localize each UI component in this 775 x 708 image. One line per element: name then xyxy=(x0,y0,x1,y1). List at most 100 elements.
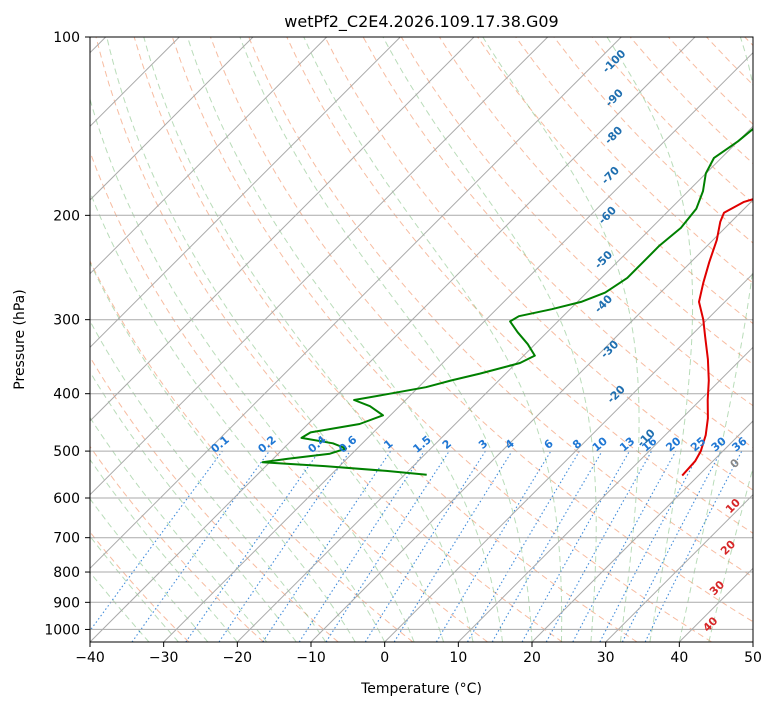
mixing-ratio-label: 0.6 xyxy=(336,433,360,456)
moist-adiabat-line xyxy=(90,261,356,642)
isotherm-line xyxy=(90,37,696,642)
moist-adiabat-line xyxy=(106,37,445,642)
y-tick-label: 700 xyxy=(53,531,80,547)
isotherm-line xyxy=(605,493,753,642)
y-tick-label: 600 xyxy=(53,491,80,507)
x-tick-label: 0 xyxy=(380,650,389,666)
mixing-ratio-label: 0.1 xyxy=(209,433,232,455)
isotherm-line xyxy=(90,37,401,349)
x-axis-ticks: −40 −30 −20 −10 0 10 20 30 40 50 xyxy=(75,642,762,666)
mixing-ratio-label: 3 xyxy=(476,437,490,452)
dry-adiabat-line xyxy=(324,37,753,491)
dry-adiabat-line xyxy=(133,37,638,642)
dry-adiabat-line xyxy=(95,37,563,642)
moist-adiabat-lines xyxy=(90,37,753,642)
temperature-line-label: 30 xyxy=(707,578,727,598)
mixing-ratio-line xyxy=(572,450,677,642)
mixing-ratio-line xyxy=(218,450,351,642)
wetbulb-label: -60 xyxy=(596,204,619,227)
plot-frame xyxy=(89,36,754,643)
moist-adiabat-line xyxy=(90,497,209,642)
wetbulb-label: -70 xyxy=(599,164,622,187)
wetbulb-label: -80 xyxy=(602,124,625,147)
mixing-ratio-lines xyxy=(90,450,743,642)
isotherm-gridlines xyxy=(90,37,753,642)
x-tick-label: 40 xyxy=(670,650,688,666)
line-labels: 0.1 0.2 0.4 0.6 1 1.5 2 3 4 6 8 10 13 16 20 25 30 36-100-… xyxy=(209,47,750,635)
dry-adiabat-line xyxy=(90,259,414,642)
mixing-ratio-line xyxy=(131,450,270,642)
mixing-ratio-line xyxy=(262,450,392,642)
dry-adiabat-line xyxy=(90,150,488,642)
moist-adiabat-line xyxy=(678,37,753,642)
moist-adiabat-line xyxy=(90,458,238,642)
y-axis-label: Pressure (hPa) xyxy=(12,289,28,389)
mixing-ratio-line xyxy=(364,450,486,642)
dry-adiabat-line xyxy=(90,356,339,642)
mixing-ratio-line xyxy=(185,450,320,642)
y-tick-label: 800 xyxy=(53,565,80,581)
dry-adiabat-lines xyxy=(90,37,753,642)
dry-adiabat-line xyxy=(90,531,190,642)
isotherm-line xyxy=(457,346,753,642)
mixing-ratio-line xyxy=(90,450,223,632)
moist-adiabat-line xyxy=(606,37,694,642)
y-tick-label: 500 xyxy=(53,444,80,460)
mixing-ratio-line xyxy=(298,450,425,642)
dry-adiabat-line xyxy=(210,37,753,623)
dry-adiabat-line xyxy=(706,37,753,86)
wetbulb-label: -30 xyxy=(598,338,621,361)
isotherm-line xyxy=(236,125,753,642)
moist-adiabat-line xyxy=(90,535,179,642)
mixing-ratio-label: 6 xyxy=(542,437,556,452)
moist-adiabat-line xyxy=(90,370,297,642)
moist-adiabat-line xyxy=(143,37,474,642)
wetbulb-label: -90 xyxy=(603,86,626,109)
chart-title: wetPf2_C2E4.2026.109.17.38.G09 xyxy=(284,12,558,32)
y-tick-label: 300 xyxy=(53,313,80,329)
x-tick-label: 30 xyxy=(597,650,615,666)
isotherm-line xyxy=(90,37,254,201)
x-tick-label: −30 xyxy=(149,650,179,666)
mixing-ratio-label: 1.5 xyxy=(411,433,434,455)
dewpoint-profile-line xyxy=(261,127,753,476)
dry-adiabat-line xyxy=(515,37,753,284)
dry-adiabat-line xyxy=(744,37,753,47)
y-tick-label: 400 xyxy=(53,387,80,403)
isotherm-line xyxy=(90,37,622,570)
moist-adiabat-line xyxy=(90,416,268,642)
y-tick-label: 100 xyxy=(53,30,80,46)
moist-adiabat-line xyxy=(187,37,503,642)
x-tick-label: 10 xyxy=(449,650,467,666)
profile-series xyxy=(261,127,753,477)
x-tick-label: −10 xyxy=(296,650,326,666)
moist-adiabat-line xyxy=(303,37,563,642)
y-axis-ticks: 100 200 300 400 500 600 700 800 900 1000 xyxy=(44,30,90,638)
moist-adiabat-line xyxy=(239,37,533,642)
dry-adiabat-line xyxy=(171,37,712,642)
moist-adiabat-line xyxy=(708,465,753,642)
mixing-ratio-label: 0.4 xyxy=(305,433,329,456)
isobar-gridlines xyxy=(90,37,753,630)
dry-adiabat-line xyxy=(553,37,753,244)
temperature-line-label: 20 xyxy=(718,537,738,557)
x-axis-label: Temperature (°C) xyxy=(360,681,482,697)
isotherm-line xyxy=(90,37,549,496)
x-tick-label: −20 xyxy=(223,650,253,666)
isotherm-line xyxy=(531,420,753,642)
temperature-line-label: 0 xyxy=(728,456,743,471)
mixing-ratio-line xyxy=(644,450,743,642)
isotherm-line xyxy=(90,37,328,275)
temperature-line-label: 10 xyxy=(723,496,743,516)
mixing-ratio-label: 2 xyxy=(440,437,454,452)
y-tick-label: 1000 xyxy=(44,622,80,638)
mixing-ratio-line xyxy=(393,450,513,642)
temperature-profile-line xyxy=(681,198,753,477)
isotherm-line xyxy=(90,37,475,422)
x-tick-label: 50 xyxy=(744,650,762,666)
moist-adiabat-line xyxy=(90,190,386,642)
dry-adiabat-line xyxy=(90,445,264,642)
y-tick-label: 900 xyxy=(53,595,80,611)
mixing-ratio-line xyxy=(325,450,450,642)
